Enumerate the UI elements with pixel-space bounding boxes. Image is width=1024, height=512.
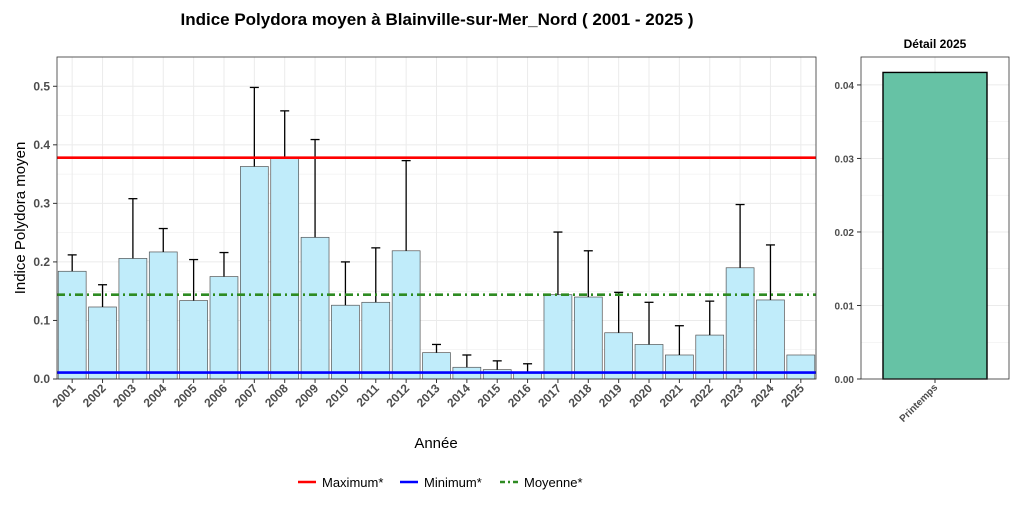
x-tick-label-2009: 2009 (292, 381, 321, 410)
x-tick-label-2006: 2006 (201, 381, 230, 410)
bar-2007 (240, 166, 269, 380)
bar-2024 (756, 299, 785, 380)
x-tick-label-2012: 2012 (383, 381, 412, 410)
bar-2012 (391, 250, 421, 380)
x-tick-label-2007: 2007 (232, 381, 261, 410)
x-tick-label-2023: 2023 (717, 381, 746, 410)
y-axis-title: Indice Polydora moyen (12, 142, 29, 295)
y-tick-label: 0.3 (33, 196, 50, 210)
y-tick-label: 0.4 (33, 138, 50, 152)
reference-lines (57, 156, 816, 374)
main-error-bars (67, 86, 775, 373)
bar-2010 (331, 304, 360, 380)
bar-2015 (482, 369, 512, 380)
y-tick-label: 0.2 (33, 255, 50, 269)
detail-y-tick-label: 0.03 (835, 154, 855, 165)
legend-label: Minimum* (424, 475, 482, 490)
y-tick-label: 0.1 (33, 313, 50, 327)
x-tick-label-2002: 2002 (80, 381, 109, 410)
detail-x-ticks: Printemps (898, 379, 941, 425)
detail-y-tick-label: 0.00 (835, 375, 855, 386)
x-tick-label-2021: 2021 (657, 381, 686, 410)
x-tick-label-2003: 2003 (110, 381, 139, 410)
x-tick-label-2014: 2014 (444, 381, 473, 410)
x-tick-label-2019: 2019 (596, 381, 625, 410)
x-tick-label-2022: 2022 (687, 381, 716, 410)
x-tick-label-2001: 2001 (50, 381, 79, 410)
x-tick-label-2015: 2015 (475, 381, 504, 410)
x-tick-label-2010: 2010 (323, 381, 352, 410)
chart-title: Indice Polydora moyen à Blainville-sur-M… (180, 10, 693, 29)
detail-y-tick-label: 0.01 (835, 301, 855, 312)
x-tick-label-2024: 2024 (748, 381, 777, 410)
detail-bar-printemps (882, 71, 988, 380)
x-tick-label-2017: 2017 (535, 381, 564, 410)
legend: Maximum* Minimum* Moyenne* (298, 475, 583, 490)
legend-label: Moyenne* (524, 475, 583, 490)
y-tick-label: 0.5 (33, 79, 50, 93)
detail-y-tick-label: 0.04 (835, 81, 855, 92)
detail-x-tick-label: Printemps (898, 382, 941, 425)
bar-2004 (148, 251, 178, 380)
bar-2008 (270, 157, 300, 380)
y-tick-label: 0.0 (33, 372, 50, 386)
main-bars (57, 157, 816, 380)
bar-2018 (573, 296, 603, 380)
bar-2011 (361, 301, 391, 380)
bar-2003 (118, 258, 148, 380)
detail-bars (882, 71, 988, 380)
detail-y-ticks: 0.00 0.01 0.02 0.03 0.04 (835, 81, 861, 386)
x-tick-label-2013: 2013 (414, 381, 443, 410)
x-tick-label-2016: 2016 (505, 381, 534, 410)
bar-2001 (57, 270, 87, 380)
bar-2009 (300, 236, 330, 380)
main-x-ticks: 2001 2002 2003 2004 2005 2006 2007 2008 2009 2010… (50, 379, 807, 410)
x-tick-label-2018: 2018 (566, 381, 595, 410)
x-tick-label-2008: 2008 (262, 381, 291, 410)
bar-2021 (665, 354, 694, 380)
main-y-ticks: 0.0 0.1 0.2 0.3 0.4 0.5 (33, 79, 57, 386)
bar-2025 (786, 354, 816, 380)
bar-2013 (422, 352, 451, 380)
x-tick-label-2004: 2004 (141, 381, 170, 410)
x-tick-label-2020: 2020 (626, 381, 655, 410)
detail-title: Détail 2025 (904, 37, 967, 51)
x-tick-label-2025: 2025 (778, 381, 807, 410)
legend-label: Maximum* (322, 475, 383, 490)
x-tick-label-2011: 2011 (354, 381, 383, 410)
bar-2005 (179, 300, 208, 380)
x-tick-label-2005: 2005 (171, 381, 200, 410)
bar-2023 (725, 267, 755, 380)
detail-y-tick-label: 0.02 (835, 228, 855, 239)
bar-2017 (543, 294, 573, 380)
bar-2002 (88, 306, 117, 380)
bar-2006 (209, 276, 239, 380)
x-axis-title: Année (414, 435, 457, 452)
